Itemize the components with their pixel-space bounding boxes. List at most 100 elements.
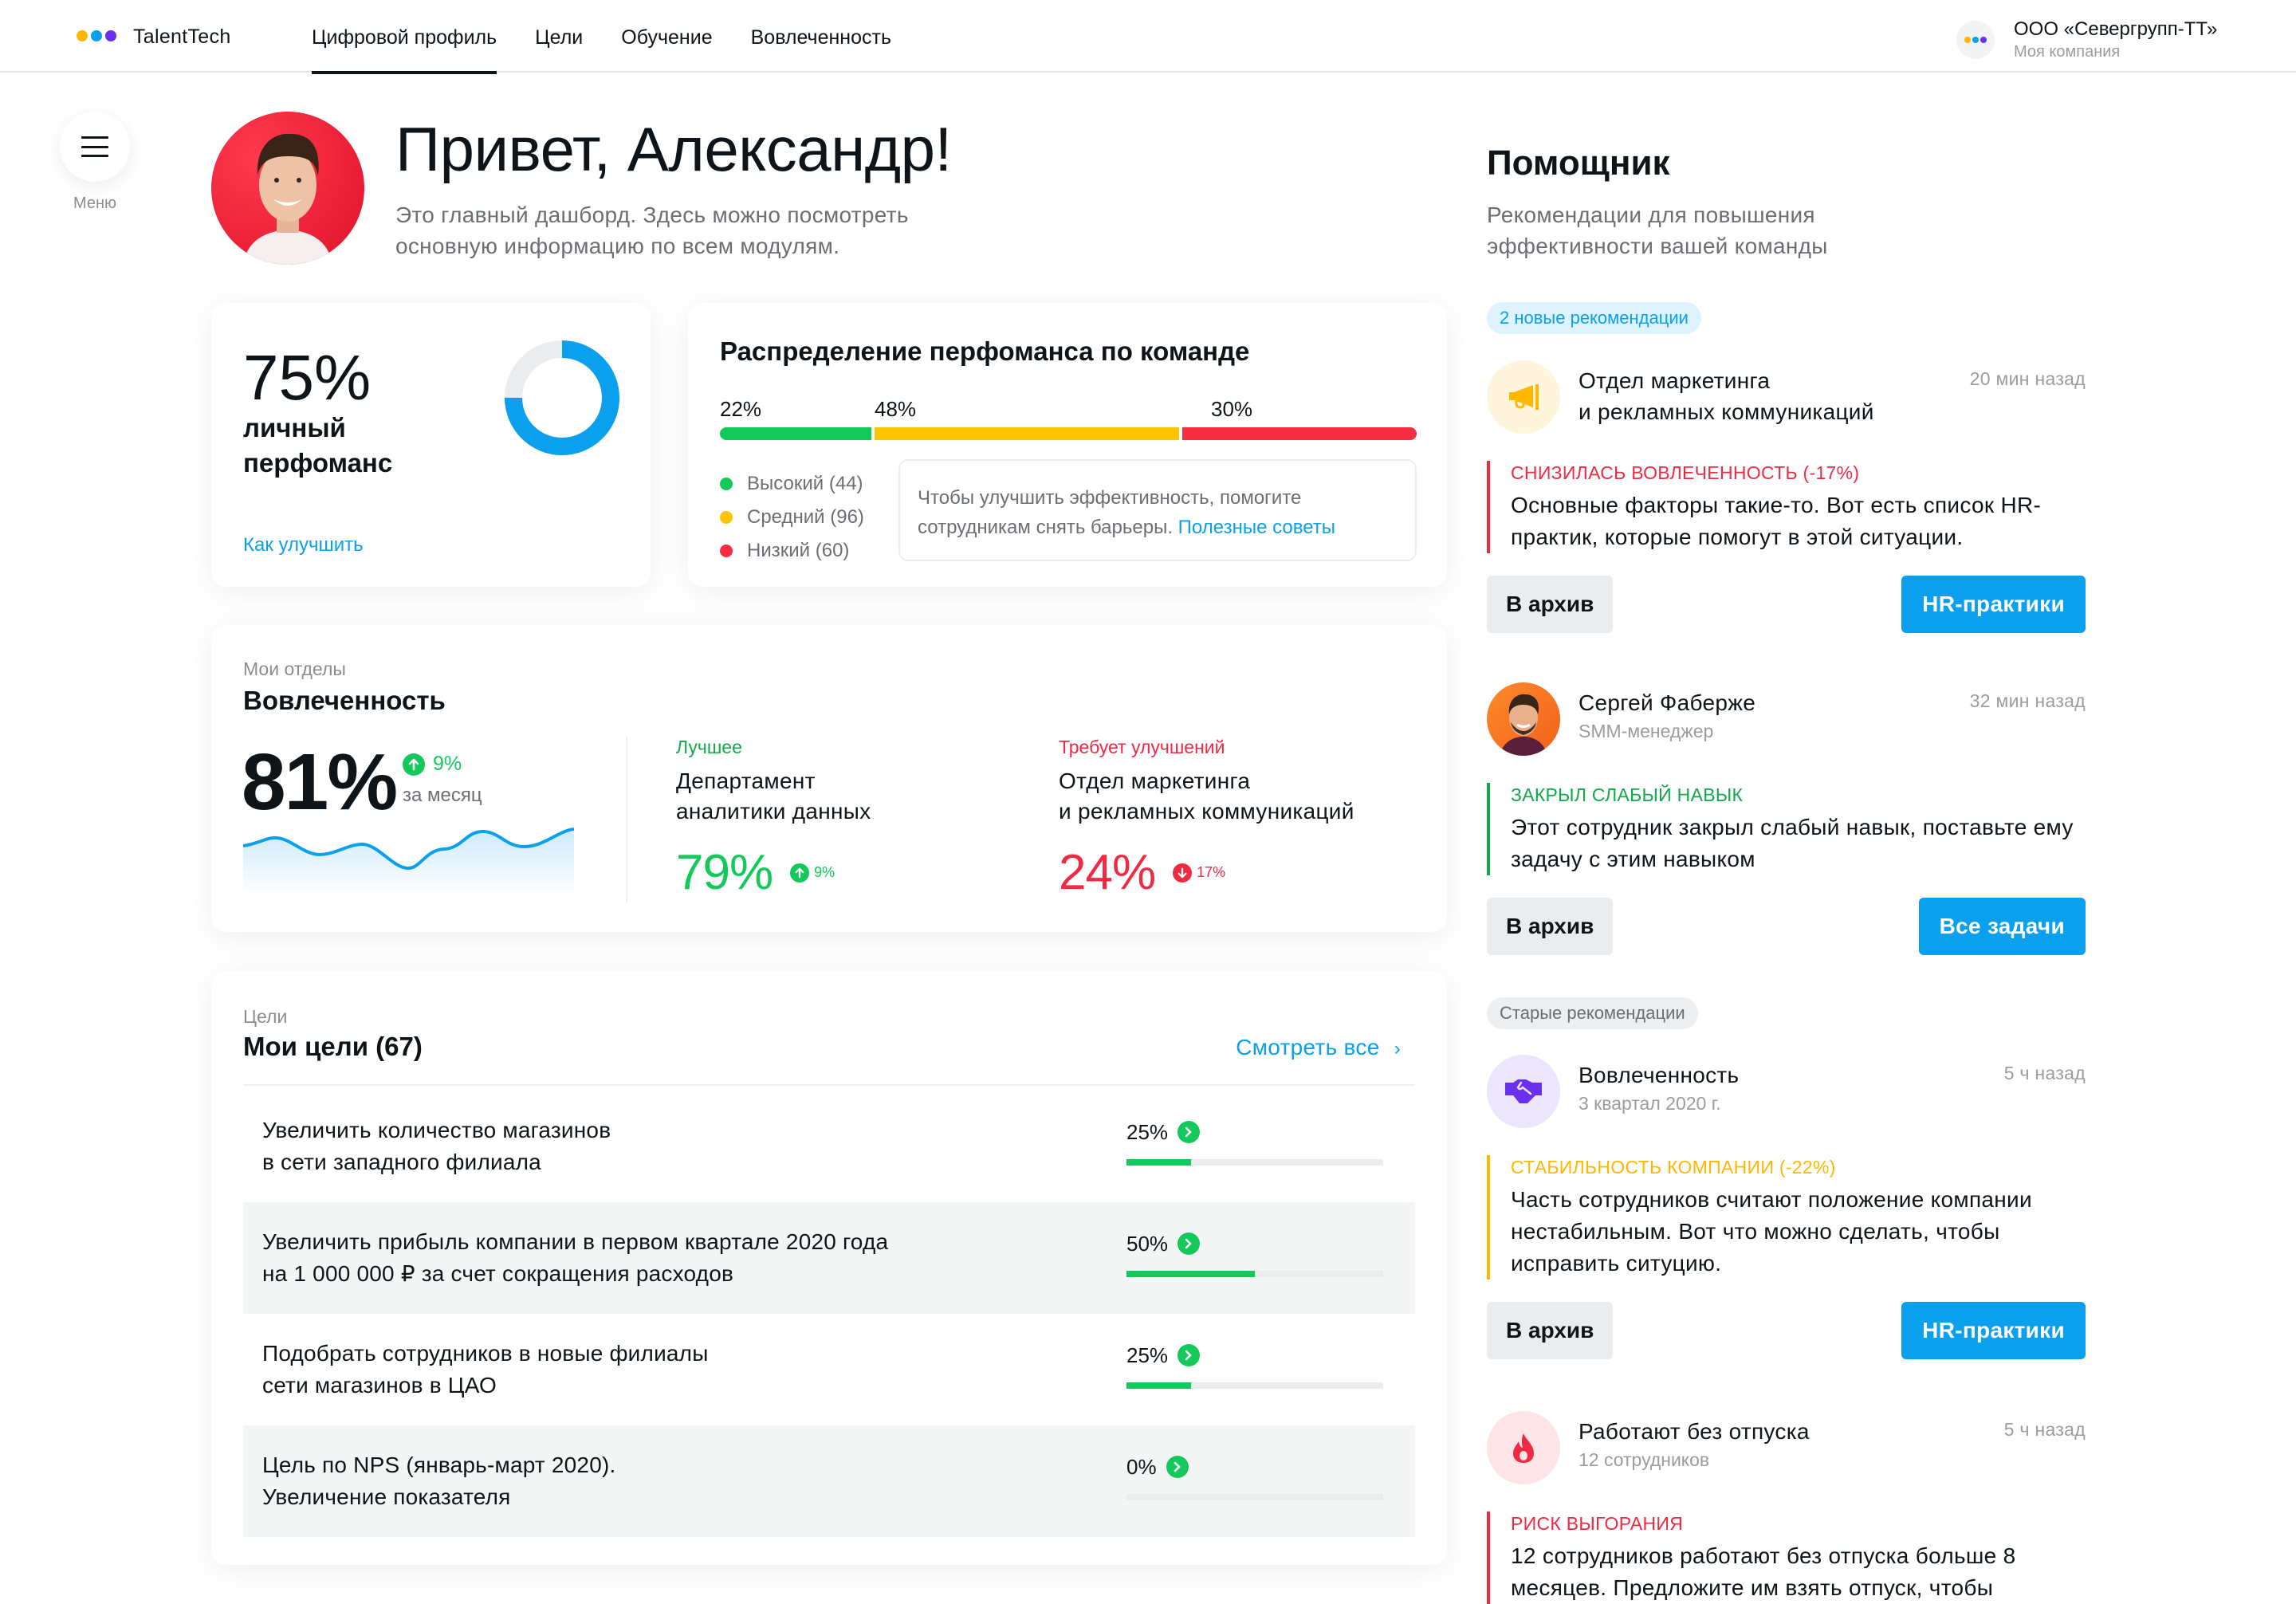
brand-name[interactable]: TalentTech [133, 26, 231, 48]
new-recommendations-badge: 2 новые рекомендации [1487, 302, 1701, 334]
recommendation-note: ЗАКРЫЛ СЛАБЫЙ НАВЫК Этот сотрудник закры… [1487, 783, 2086, 875]
legend-item-medium: Средний (96) [720, 501, 864, 534]
recommendation-tag: РИСК ВЫГОРАНИЯ [1511, 1513, 1684, 1534]
recommendation-card: Сергей Фаберже SMM-менеджер 32 мин назад… [1487, 682, 2086, 955]
archive-button[interactable]: В архив [1487, 576, 1614, 633]
recommendation-note: СНИЗИЛАСЬ ВОВЛЕЧЕННОСТЬ (-17%) Основные … [1487, 461, 2086, 553]
team-performance-distribution-card: Распределение перфоманса по команде 22% … [688, 303, 1447, 587]
hr-practices-button[interactable]: HR-практики [1901, 576, 2086, 633]
how-to-improve-link[interactable]: Как улучшить [243, 534, 364, 556]
goal-progress-bar [1126, 1382, 1383, 1389]
legend-label: Высокий (44) [747, 473, 863, 494]
engagement-period: за месяц [403, 784, 482, 806]
recommendation-card: Работают без отпуска 12 сотрудников 5 ч … [1487, 1411, 2086, 1604]
divider [626, 737, 627, 902]
goals-list: Увеличить количество магазинов в сети за… [243, 1091, 1415, 1537]
recommendation-body: 12 сотрудников работают без отпуска боль… [1511, 1543, 2016, 1600]
person-photo-icon [1500, 694, 1547, 756]
segment-medium [875, 427, 1179, 440]
recommendation-body: Часть сотрудников считают положение комп… [1511, 1187, 2032, 1276]
goal-text: Увеличить прибыль компании в первом квар… [262, 1229, 889, 1286]
goal-progress: 25% [1126, 1343, 1383, 1389]
legend-label: Средний (96) [747, 506, 864, 528]
nav-tab-engagement[interactable]: Вовлеченность [750, 26, 891, 49]
delta-value: 9% [433, 753, 462, 775]
recommendation-card: Отдел маркетинга и рекламных коммуникаци… [1487, 360, 2086, 633]
goal-row[interactable]: Увеличить прибыль компании в первом квар… [243, 1202, 1415, 1314]
chevron-right-icon[interactable] [1177, 1121, 1201, 1143]
engagement-overline: Мои отделы [243, 659, 346, 679]
user-avatar[interactable] [211, 112, 364, 265]
nav-tab-learning[interactable]: Обучение [621, 26, 713, 49]
goal-progress: 50% [1126, 1231, 1383, 1277]
distribution-title: Распределение перфоманса по команде [720, 336, 1250, 366]
best-dept-name-line1: Департамент [676, 769, 816, 793]
chevron-right-icon[interactable] [1177, 1232, 1201, 1255]
greeting-subtitle: Это главный дашборд. Здесь можно посмотр… [395, 202, 909, 258]
old-recommendations-badge: Старые рекомендации [1487, 997, 1698, 1029]
logo-dot [91, 30, 102, 41]
best-department[interactable]: Лучшее Департамент аналитики данных 79% … [676, 737, 871, 901]
goal-progress-bar [1126, 1494, 1383, 1500]
engagement-value: 81% [242, 737, 398, 827]
arrow-down-icon [1173, 863, 1193, 883]
improvement-tip: Чтобы улучшить эффективность, помогите с… [898, 459, 1417, 561]
archive-button[interactable]: В архив [1487, 898, 1614, 955]
recommendation-note: РИСК ВЫГОРАНИЯ 12 сотрудников работают б… [1487, 1512, 2086, 1604]
archive-button[interactable]: В архив [1487, 1302, 1614, 1359]
see-all-goals-link[interactable]: Смотреть все › [1236, 1035, 1401, 1060]
segment-label-high: 22% [720, 397, 762, 421]
all-tasks-button[interactable]: Все задачи [1918, 898, 2086, 955]
menu-label: Меню [73, 195, 117, 212]
goals-title: Мои цели (67) [243, 1032, 423, 1061]
performance-label: личный перфоманс [243, 413, 393, 478]
useful-tips-link[interactable]: Полезные советы [1177, 517, 1335, 538]
hr-practices-button[interactable]: HR-практики [1901, 1302, 2086, 1359]
flame-icon [1487, 1411, 1560, 1484]
nav-tab-goals[interactable]: Цели [535, 26, 584, 49]
goal-row[interactable]: Увеличить количество магазинов в сети за… [243, 1091, 1415, 1202]
company-name: ООО «Севергрупп-ТТ» [2014, 18, 2218, 40]
nav-tab-digital-profile[interactable]: Цифровой профиль [312, 0, 497, 74]
best-dept-name-line2: аналитики данных [676, 799, 871, 824]
person-photo-icon [243, 133, 332, 265]
chevron-right-icon[interactable] [1166, 1456, 1189, 1478]
recommendation-meta: 3 квартал 2020 г. [1578, 1093, 1721, 1114]
assistant-title: Помощник [1487, 143, 1670, 183]
tip-text: Чтобы улучшить эффективность, помогите с… [918, 487, 1302, 538]
goal-row[interactable]: Цель по NPS (январь-март 2020). Увеличен… [243, 1425, 1415, 1537]
company-logo-icon [1956, 21, 1995, 59]
worst-dept-name-line1: Отдел маркетинга [1059, 769, 1251, 793]
worst-department[interactable]: Требует улучшений Отдел маркетинга и рек… [1059, 737, 1354, 901]
recommendation-title: Вовлеченность [1578, 1063, 1740, 1087]
legend-item-high: Высокий (44) [720, 467, 864, 501]
greeting-title: Привет, Александр! [395, 114, 952, 184]
recommendation-body: Этот сотрудник закрыл слабый навык, пост… [1511, 815, 2074, 871]
employee-role: SMM-менеджер [1578, 721, 1714, 741]
engagement-delta: 9% [403, 753, 462, 776]
divider [243, 1084, 1415, 1086]
recommendation-time: 5 ч назад [2003, 1063, 2086, 1083]
chevron-right-icon[interactable] [1177, 1344, 1201, 1366]
segment-high [720, 427, 871, 440]
goal-progress: 0% [1126, 1454, 1383, 1500]
hamburger-icon [81, 136, 108, 157]
goal-text: Подобрать сотрудников в новые филиалы се… [262, 1341, 709, 1398]
best-dept-value: 79% [676, 845, 773, 900]
employee-avatar[interactable] [1487, 682, 1560, 756]
my-goals-card: Цели Мои цели (67) Смотреть все › Увелич… [211, 971, 1447, 1565]
goal-row[interactable]: Подобрать сотрудников в новые филиалы се… [243, 1314, 1415, 1425]
recommendation-card: Вовлеченность 3 квартал 2020 г. 5 ч наза… [1487, 1055, 2086, 1359]
logo-icon[interactable] [77, 30, 116, 41]
goal-percent: 25% [1126, 1119, 1169, 1144]
top-header: TalentTech Цифровой профиль Цели Обучени… [0, 0, 2296, 74]
menu-button[interactable] [60, 112, 130, 182]
goal-text: Цель по NPS (январь-март 2020). Увеличен… [262, 1453, 616, 1509]
recommendation-title: Сергей Фаберже [1578, 690, 1756, 715]
segment-label-low: 30% [1211, 397, 1253, 421]
company-switcher[interactable]: ООО «Севергрупп-ТТ» Моя компания [1956, 18, 2217, 62]
goal-progress: 25% [1126, 1119, 1383, 1166]
best-tag: Лучшее [676, 737, 742, 757]
worst-dept-name-line2: и рекламных коммуникаций [1059, 799, 1354, 824]
engagement-title: Вовлеченность [243, 686, 446, 715]
